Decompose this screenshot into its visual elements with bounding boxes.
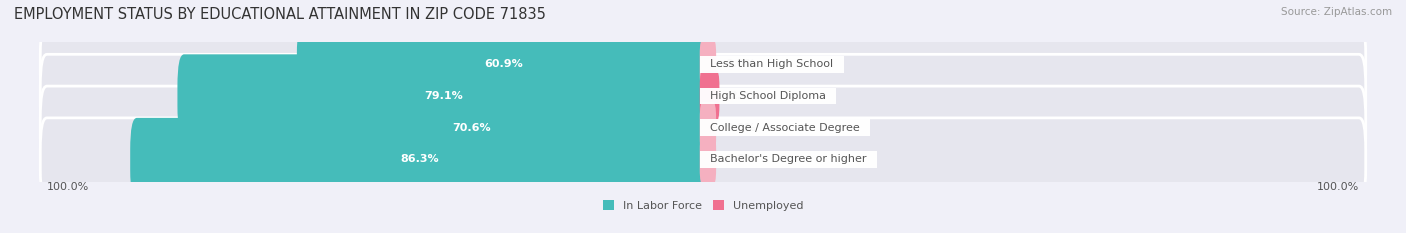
FancyBboxPatch shape [700, 70, 720, 122]
Text: Bachelor's Degree or higher: Bachelor's Degree or higher [703, 154, 873, 164]
Text: 86.3%: 86.3% [401, 154, 439, 164]
Text: 100.0%: 100.0% [46, 182, 89, 192]
FancyBboxPatch shape [700, 134, 716, 185]
Text: Source: ZipAtlas.com: Source: ZipAtlas.com [1281, 7, 1392, 17]
FancyBboxPatch shape [700, 38, 716, 90]
Text: 100.0%: 100.0% [1317, 182, 1360, 192]
FancyBboxPatch shape [297, 23, 710, 106]
Text: 0.0%: 0.0% [725, 123, 756, 133]
FancyBboxPatch shape [41, 86, 710, 169]
Text: Less than High School: Less than High School [703, 59, 841, 69]
FancyBboxPatch shape [41, 118, 710, 201]
FancyBboxPatch shape [177, 54, 710, 137]
FancyBboxPatch shape [696, 86, 1365, 169]
Text: 70.6%: 70.6% [453, 123, 491, 133]
FancyBboxPatch shape [41, 23, 710, 106]
FancyBboxPatch shape [700, 102, 716, 154]
FancyBboxPatch shape [696, 54, 1365, 137]
Text: EMPLOYMENT STATUS BY EDUCATIONAL ATTAINMENT IN ZIP CODE 71835: EMPLOYMENT STATUS BY EDUCATIONAL ATTAINM… [14, 7, 546, 22]
Legend: In Labor Force, Unemployed: In Labor Force, Unemployed [598, 196, 808, 215]
Text: 60.9%: 60.9% [484, 59, 523, 69]
FancyBboxPatch shape [233, 86, 710, 169]
Text: High School Diploma: High School Diploma [703, 91, 832, 101]
Text: College / Associate Degree: College / Associate Degree [703, 123, 866, 133]
FancyBboxPatch shape [696, 118, 1365, 201]
FancyBboxPatch shape [131, 118, 710, 201]
FancyBboxPatch shape [696, 23, 1365, 106]
FancyBboxPatch shape [41, 54, 710, 137]
Text: 0.0%: 0.0% [725, 154, 756, 164]
Text: 2.0%: 2.0% [730, 91, 761, 101]
Text: 0.0%: 0.0% [725, 59, 756, 69]
Text: 79.1%: 79.1% [425, 91, 463, 101]
